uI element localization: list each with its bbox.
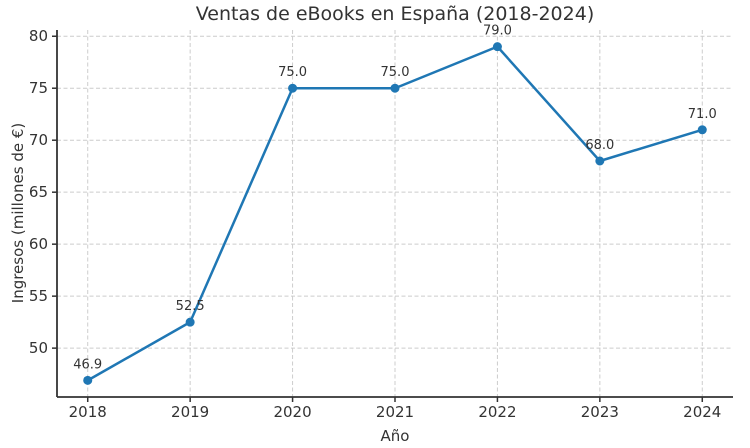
x-tick-label: 2019 [171,403,209,421]
y-tick-label: 60 [29,235,48,253]
chart-title: Ventas de eBooks en España (2018-2024) [195,3,595,25]
x-tick-label: 2024 [683,403,721,421]
y-tick-label: 65 [29,183,48,201]
x-tick-label: 2022 [478,403,516,421]
data-point-label: 68.0 [585,138,614,153]
data-point-marker [288,83,298,93]
x-tick-label: 2020 [273,403,311,421]
data-point-marker [697,125,707,135]
x-axis-label: Año [380,427,410,445]
x-tick-label: 2023 [581,403,619,421]
y-axis-label: Ingresos (millones de €) [9,122,27,304]
data-point-marker [390,83,400,93]
data-point-label: 79.0 [483,24,512,39]
y-tick-label: 80 [29,27,48,45]
data-point-marker [492,42,502,52]
y-tick-label: 50 [29,339,48,357]
y-tick-label: 75 [29,79,48,97]
y-tick-label: 70 [29,131,48,149]
x-tick-label: 2018 [69,403,107,421]
y-tick-label: 55 [29,287,48,305]
data-point-label: 75.0 [381,65,410,80]
data-point-label: 46.9 [73,357,102,372]
data-point-marker [83,375,93,385]
data-point-label: 52.5 [176,299,205,314]
data-point-marker [185,317,195,327]
data-point-label: 71.0 [688,107,717,122]
x-tick-label: 2021 [376,403,414,421]
data-point-label: 75.0 [278,65,307,80]
data-point-marker [595,156,605,166]
